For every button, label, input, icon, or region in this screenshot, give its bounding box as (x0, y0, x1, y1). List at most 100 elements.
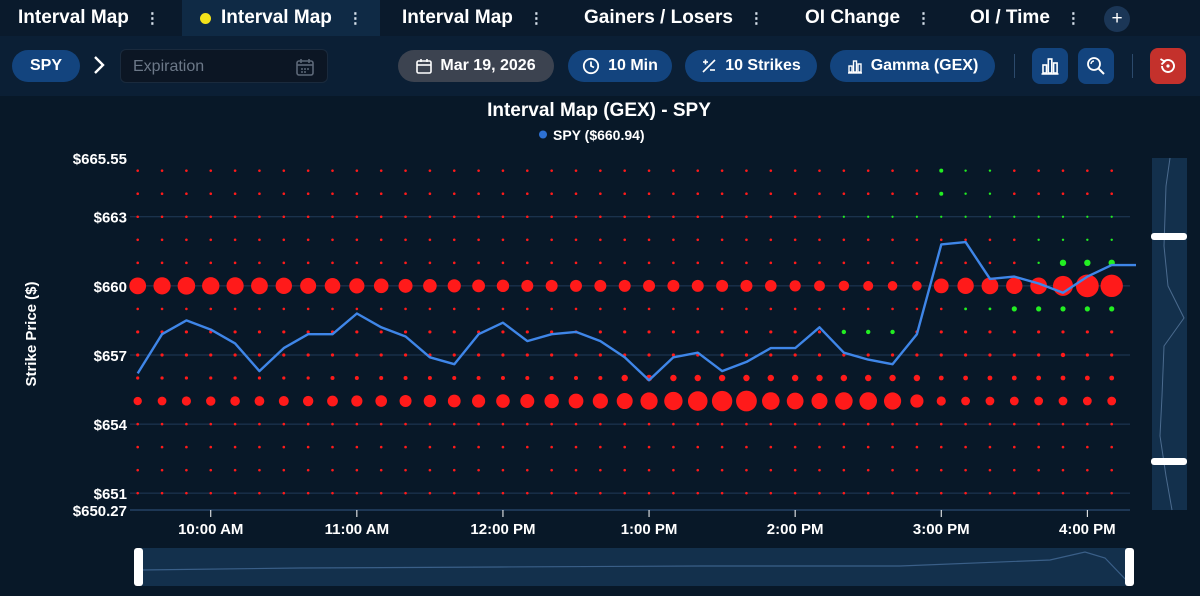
gex-bubble[interactable] (988, 445, 992, 449)
gex-bubble[interactable] (233, 192, 237, 196)
gex-bubble[interactable] (1013, 215, 1016, 218)
gex-bubble[interactable] (574, 422, 578, 426)
gex-bubble[interactable] (667, 279, 680, 292)
gex-bubble[interactable] (574, 215, 578, 219)
gex-bubble[interactable] (477, 215, 480, 219)
gex-bubble[interactable] (331, 445, 334, 449)
gex-bubble[interactable] (1085, 330, 1089, 334)
gex-bubble[interactable] (987, 375, 993, 381)
gex-bubble[interactable] (818, 215, 821, 219)
gex-bubble[interactable] (181, 396, 191, 406)
calendar-icon[interactable] (295, 57, 315, 77)
gex-bubble[interactable] (379, 422, 383, 426)
expiration-input[interactable] (131, 56, 295, 78)
gex-bubble[interactable] (988, 307, 992, 311)
gex-bubble[interactable] (209, 468, 213, 472)
gex-bubble[interactable] (618, 279, 631, 292)
gex-bubble[interactable] (786, 392, 804, 410)
gex-bubble[interactable] (233, 376, 237, 380)
gex-bubble[interactable] (574, 192, 578, 196)
gex-bubble[interactable] (209, 215, 213, 219)
gex-bubble[interactable] (933, 278, 949, 294)
gex-bubble[interactable] (818, 261, 821, 265)
gex-bubble[interactable] (1060, 306, 1066, 312)
gex-bubble[interactable] (866, 329, 871, 335)
gex-bubble[interactable] (793, 491, 797, 495)
gex-bubble[interactable] (915, 468, 919, 472)
more-vertical-icon[interactable]: ⋮ (347, 10, 363, 27)
gex-bubble[interactable] (891, 169, 894, 172)
gex-bubble[interactable] (981, 277, 999, 295)
gex-bubble[interactable] (233, 238, 237, 242)
gex-bubble[interactable] (355, 215, 359, 219)
gex-bubble[interactable] (452, 491, 456, 495)
gex-bubble[interactable] (817, 353, 822, 357)
gex-bubble[interactable] (1037, 491, 1040, 495)
gex-bubble[interactable] (623, 330, 627, 334)
gex-bubble[interactable] (887, 281, 898, 291)
gex-bubble[interactable] (209, 192, 213, 196)
gex-bubble[interactable] (818, 422, 821, 426)
gex-bubble[interactable] (428, 307, 432, 311)
gex-bubble[interactable] (762, 392, 780, 410)
gex-bubble[interactable] (375, 395, 388, 407)
gex-bubble[interactable] (157, 396, 167, 406)
gex-bubble[interactable] (501, 468, 505, 472)
add-tab-button[interactable]: + (1104, 6, 1130, 32)
gex-bubble[interactable] (428, 261, 432, 265)
gex-bubble[interactable] (550, 353, 554, 357)
gex-bubble[interactable] (1060, 375, 1066, 381)
gex-bubble[interactable] (818, 307, 821, 311)
gex-bubble[interactable] (1037, 422, 1040, 426)
gex-bubble[interactable] (379, 192, 383, 196)
gex-bubble[interactable] (915, 353, 919, 357)
gex-bubble[interactable] (939, 353, 943, 357)
gex-bubble[interactable] (209, 422, 213, 426)
gex-bubble[interactable] (1100, 274, 1123, 298)
gex-bubble[interactable] (526, 445, 529, 449)
gex-bubble[interactable] (1037, 468, 1040, 472)
gex-bubble[interactable] (767, 374, 774, 382)
gex-bubble[interactable] (282, 169, 286, 172)
gex-bubble[interactable] (769, 422, 773, 426)
gex-bubble[interactable] (835, 392, 853, 410)
gex-bubble[interactable] (282, 192, 286, 196)
gex-bubble[interactable] (282, 445, 286, 449)
gex-bubble[interactable] (598, 353, 602, 357)
gex-bubble[interactable] (623, 192, 626, 196)
gex-bubble[interactable] (477, 192, 480, 196)
gex-bubble[interactable] (599, 238, 602, 242)
gex-bubble[interactable] (574, 307, 578, 311)
gex-bubble[interactable] (672, 238, 675, 242)
gex-bubble[interactable] (452, 353, 456, 357)
gex-bubble[interactable] (696, 169, 700, 172)
gex-bubble[interactable] (623, 422, 626, 426)
gex-bubble[interactable] (957, 277, 974, 295)
gex-bubble[interactable] (526, 261, 529, 265)
gex-bubble[interactable] (206, 396, 216, 406)
gex-bubble[interactable] (1084, 306, 1090, 312)
gex-bubble[interactable] (136, 422, 139, 426)
gex-bubble[interactable] (185, 491, 188, 495)
gex-bubble[interactable] (404, 468, 407, 472)
gex-bubble[interactable] (913, 374, 921, 382)
gex-bubble[interactable] (574, 353, 578, 357)
gex-bubble[interactable] (866, 169, 870, 172)
gex-bubble[interactable] (428, 330, 432, 334)
gex-bubble[interactable] (521, 279, 534, 292)
gex-bubble[interactable] (863, 280, 874, 291)
gex-bubble[interactable] (306, 491, 310, 495)
tab-interval-map-1[interactable]: Interval Map ⋮ (18, 0, 160, 36)
gex-bubble[interactable] (574, 261, 578, 265)
gex-bubble[interactable] (526, 169, 529, 172)
gex-bubble[interactable] (209, 169, 213, 172)
gex-bubble[interactable] (160, 238, 164, 242)
gex-bubble[interactable] (525, 376, 530, 380)
gex-bubble[interactable] (672, 422, 675, 426)
gex-bubble[interactable] (501, 491, 505, 495)
gex-bubble[interactable] (404, 445, 407, 449)
gex-bubble[interactable] (136, 491, 139, 495)
gex-bubble[interactable] (891, 238, 894, 242)
gex-bubble[interactable] (720, 330, 724, 334)
gex-bubble[interactable] (793, 307, 797, 311)
